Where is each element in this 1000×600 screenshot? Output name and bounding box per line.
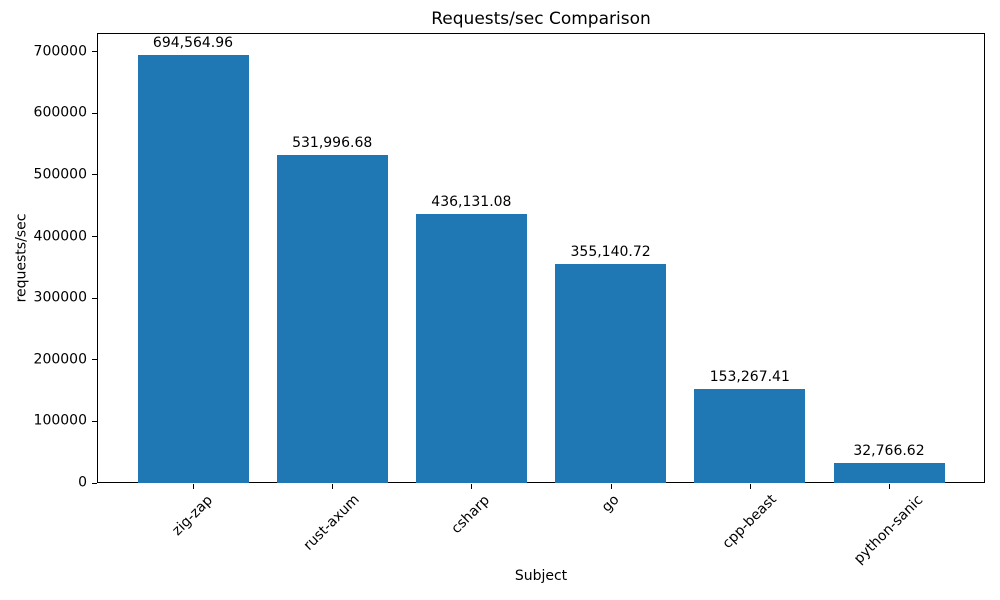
bar-cpp-beast bbox=[694, 388, 806, 483]
x-tick-mark bbox=[749, 484, 751, 489]
y-tick-mark bbox=[92, 236, 97, 238]
bar-python-sanic bbox=[833, 462, 945, 483]
x-axis-label: Subject bbox=[514, 568, 568, 584]
x-tick-label: zig-zap bbox=[169, 491, 216, 539]
bar-value-label: 355,140.72 bbox=[570, 244, 651, 261]
y-tick-mark bbox=[92, 420, 97, 422]
x-tick-label: csharp bbox=[448, 491, 494, 537]
chart-title: Requests/sec Comparison bbox=[431, 9, 651, 29]
bar-value-label: 531,996.68 bbox=[292, 135, 373, 152]
x-tick-label: rust-axum bbox=[300, 492, 363, 555]
y-tick-label: 400000 bbox=[33, 228, 87, 245]
y-tick-mark bbox=[92, 174, 97, 176]
y-tick-mark bbox=[92, 51, 97, 53]
bar-csharp bbox=[415, 214, 527, 483]
y-tick-mark bbox=[92, 297, 97, 299]
y-tick-label: 600000 bbox=[33, 104, 87, 121]
x-tick-mark bbox=[471, 484, 473, 489]
y-tick-label: 300000 bbox=[33, 289, 87, 306]
y-tick-mark bbox=[92, 482, 97, 484]
y-tick-label: 500000 bbox=[33, 166, 87, 183]
x-tick-mark bbox=[332, 484, 334, 489]
y-tick-label: 0 bbox=[78, 474, 87, 491]
bar-value-label: 153,267.41 bbox=[709, 368, 790, 385]
y-tick-label: 100000 bbox=[33, 412, 87, 429]
bar-value-label: 436,131.08 bbox=[431, 194, 512, 211]
x-tick-label: go bbox=[598, 491, 623, 516]
y-tick-label: 700000 bbox=[33, 43, 87, 60]
bar-value-label: 32,766.62 bbox=[853, 442, 925, 459]
y-tick-label: 200000 bbox=[33, 351, 87, 368]
x-tick-mark bbox=[889, 484, 890, 489]
bar-zig-zap bbox=[137, 55, 249, 483]
y-tick-mark bbox=[92, 359, 97, 361]
bar-go bbox=[555, 264, 667, 483]
x-tick-mark bbox=[610, 484, 612, 489]
x-tick-label: python-sanic bbox=[851, 491, 927, 568]
x-tick-label: cpp-beast bbox=[719, 491, 780, 553]
bar-value-label: 694,564.96 bbox=[152, 35, 234, 52]
y-axis-label: requests/sec bbox=[13, 213, 30, 303]
bar-rust-axum bbox=[276, 155, 388, 483]
x-tick-mark bbox=[193, 484, 194, 489]
y-tick-mark bbox=[92, 112, 97, 114]
